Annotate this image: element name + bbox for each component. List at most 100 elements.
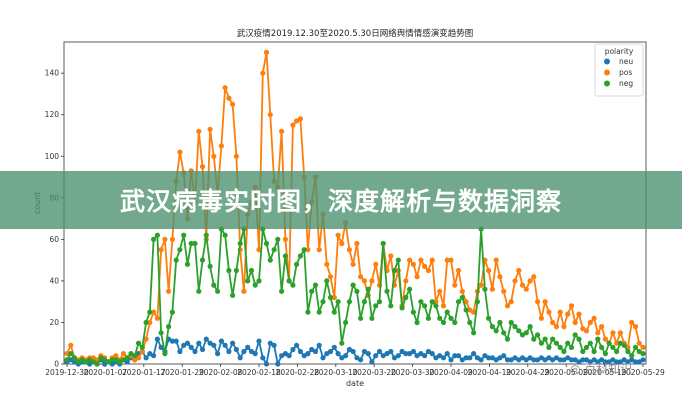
x-tick-label: 2020-05-19 [583,368,627,377]
data-point-neu [218,338,224,344]
data-point-pos [361,278,367,284]
legend-marker [604,80,610,87]
data-point-pos [211,153,217,159]
data-point-neg [519,332,526,338]
data-point-neu [414,353,420,359]
data-point-neg [429,299,435,305]
data-point-neg [305,309,311,315]
data-point-neu [275,361,281,367]
data-point-neg [471,330,477,336]
data-point-neg [301,247,307,253]
data-point-neg [418,299,424,305]
data-point-pos [290,122,296,128]
data-point-neg [531,336,537,342]
data-point-neg [181,232,187,238]
data-point-neu [143,355,149,361]
data-point-pos [636,340,642,346]
data-point-neg [610,344,616,350]
data-point-neu [312,348,319,355]
data-point-pos [429,257,435,263]
data-point-pos [113,353,119,359]
data-point-neu [391,355,398,361]
data-point-neu [294,342,300,348]
chart-title: 武汉疫情2019.12.30至2020.5.30日网络舆情情感演变趋势图 [237,28,473,39]
data-point-neg [143,319,149,326]
data-point-pos [448,257,454,263]
data-point-pos [233,153,239,159]
data-point-neg [188,240,194,247]
data-point-pos [143,336,149,342]
data-point-neg [358,315,364,321]
data-point-pos [151,309,157,315]
data-point-neg [199,257,206,263]
data-point-neg [316,309,322,315]
data-point-neg [414,319,420,326]
data-point-pos [139,348,145,355]
data-point-neu [501,353,507,359]
data-point-pos [279,128,285,134]
data-point-pos [602,336,609,342]
data-point-neg [279,288,285,294]
data-point-neg [587,340,593,346]
data-point-pos [553,324,560,330]
data-point-neg [403,294,409,301]
data-point-neu [230,340,236,346]
data-point-neu [410,348,416,355]
data-point-pos [437,288,443,294]
data-point-neg [320,299,326,305]
data-point-neu [606,359,612,365]
data-point-neg [433,303,439,309]
data-point-pos [335,232,341,238]
data-point-neu [429,351,435,357]
data-point-neg [166,324,172,330]
data-point-pos [595,330,601,336]
data-point-neg [493,328,499,334]
data-point-neu [395,353,401,359]
y-tick-label: 140 [45,69,60,78]
data-point-pos [599,324,605,330]
data-point-neu [388,348,394,355]
data-point-neu [629,357,635,363]
data-point-neu [531,357,537,363]
data-point-neu [478,357,484,363]
data-point-neu [580,357,586,363]
data-point-pos [508,299,514,305]
data-point-neu [260,355,266,361]
data-point-neg [226,267,232,274]
data-point-neu [640,357,646,363]
data-point-neg [207,263,213,269]
data-point-pos [199,164,206,170]
data-point-neg [275,236,281,242]
x-tick-label: 2020-03-10 [314,368,358,377]
data-point-neu [316,342,322,348]
data-point-neu [286,353,292,359]
data-point-neg [395,257,401,263]
data-point-pos [331,294,337,301]
data-point-pos [568,303,575,309]
data-point-neg [535,332,541,338]
data-point-neg [452,319,458,326]
data-point-pos [610,330,616,336]
legend-marker [604,58,610,65]
data-point-neu [504,357,511,363]
data-point-neg [230,292,236,298]
data-point-neu [350,348,356,355]
data-point-neg [380,240,386,247]
data-point-neg [297,253,303,259]
data-point-neg [614,348,620,355]
legend-label: pos [619,68,632,77]
data-point-pos [418,257,424,263]
data-point-neu [177,348,183,355]
data-point-neg [482,286,488,292]
data-point-neg [75,359,81,365]
data-point-neu [632,359,639,365]
data-point-neu [369,359,375,365]
data-point-pos [489,286,495,292]
data-point-neg [309,288,315,294]
y-tick-label: 120 [45,110,60,119]
data-point-pos [459,288,465,294]
data-point-pos [493,257,499,263]
data-point-neu [433,355,439,361]
